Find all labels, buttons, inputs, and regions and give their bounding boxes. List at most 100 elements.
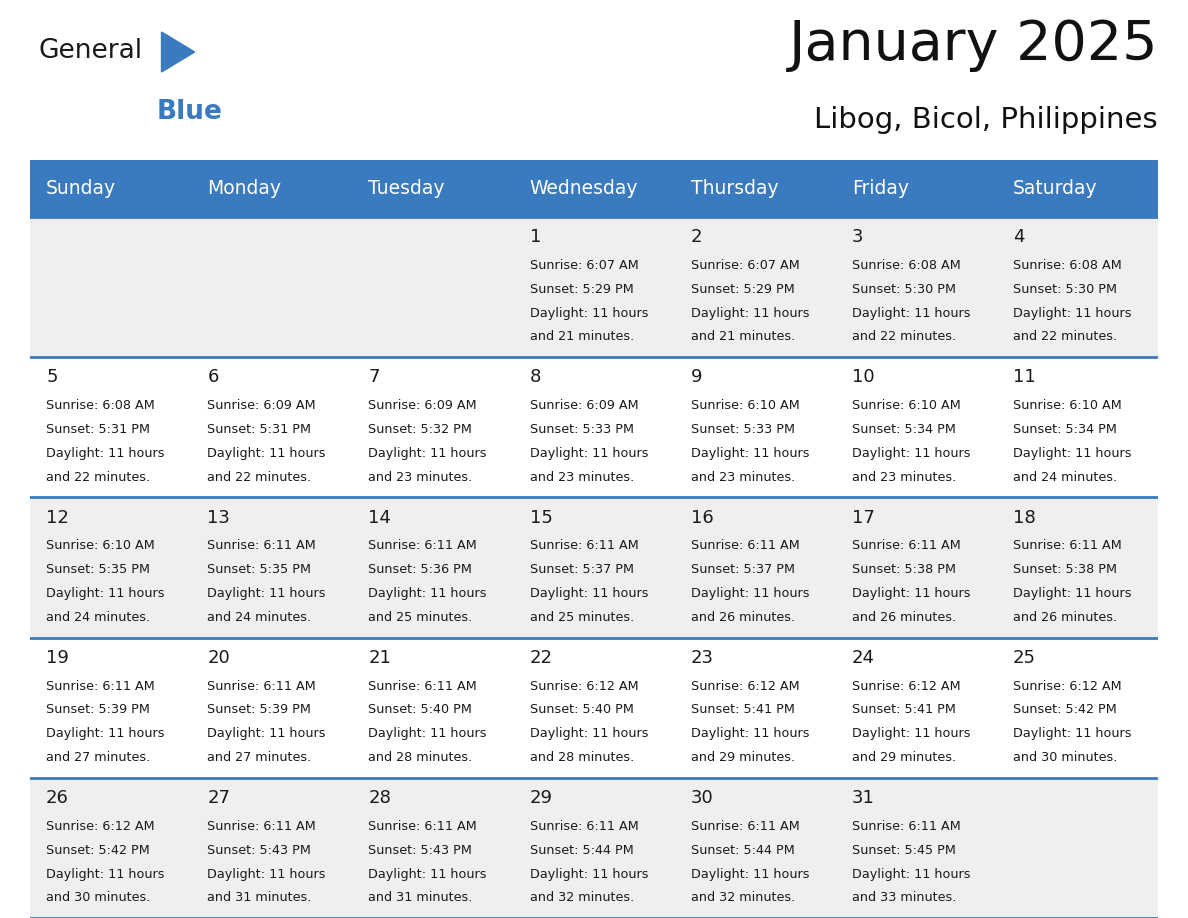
Bar	[30, 357, 1158, 498]
Text: Libog, Bicol, Philippines: Libog, Bicol, Philippines	[815, 106, 1158, 134]
Text: Sunset: 5:40 PM: Sunset: 5:40 PM	[530, 703, 633, 716]
Text: Daylight: 11 hours: Daylight: 11 hours	[1013, 447, 1131, 460]
Text: 28: 28	[368, 789, 391, 807]
Text: 29: 29	[530, 789, 552, 807]
Text: and 22 minutes.: and 22 minutes.	[852, 330, 956, 343]
Text: Sunset: 5:38 PM: Sunset: 5:38 PM	[1013, 564, 1117, 577]
Text: Sunrise: 6:12 AM: Sunrise: 6:12 AM	[46, 820, 154, 833]
Text: and 24 minutes.: and 24 minutes.	[46, 610, 150, 624]
Text: and 26 minutes.: and 26 minutes.	[690, 610, 795, 624]
Text: Sunrise: 6:11 AM: Sunrise: 6:11 AM	[207, 820, 316, 833]
Text: and 28 minutes.: and 28 minutes.	[368, 751, 473, 764]
Text: Sunrise: 6:08 AM: Sunrise: 6:08 AM	[852, 259, 961, 272]
Text: Daylight: 11 hours: Daylight: 11 hours	[1013, 307, 1131, 319]
Text: Sunrise: 6:11 AM: Sunrise: 6:11 AM	[852, 820, 961, 833]
Text: and 25 minutes.: and 25 minutes.	[530, 610, 633, 624]
Text: Sunset: 5:37 PM: Sunset: 5:37 PM	[530, 564, 633, 577]
Text: Sunrise: 6:11 AM: Sunrise: 6:11 AM	[530, 540, 638, 553]
Text: Daylight: 11 hours: Daylight: 11 hours	[46, 727, 165, 740]
Text: Sunset: 5:44 PM: Sunset: 5:44 PM	[690, 844, 795, 856]
Text: Sunset: 5:42 PM: Sunset: 5:42 PM	[1013, 703, 1117, 716]
Text: Daylight: 11 hours: Daylight: 11 hours	[852, 727, 971, 740]
Text: Daylight: 11 hours: Daylight: 11 hours	[530, 727, 647, 740]
Text: 13: 13	[207, 509, 230, 527]
Text: Sunset: 5:31 PM: Sunset: 5:31 PM	[207, 423, 311, 436]
Text: Sunrise: 6:11 AM: Sunrise: 6:11 AM	[690, 540, 800, 553]
Text: 19: 19	[46, 649, 69, 666]
Text: and 24 minutes.: and 24 minutes.	[1013, 471, 1117, 484]
Text: and 22 minutes.: and 22 minutes.	[1013, 330, 1117, 343]
Text: Sunrise: 6:09 AM: Sunrise: 6:09 AM	[368, 399, 478, 412]
Bar	[30, 637, 1158, 778]
Text: 25: 25	[1013, 649, 1036, 666]
Text: 2: 2	[690, 228, 702, 246]
Text: Sunset: 5:34 PM: Sunset: 5:34 PM	[852, 423, 955, 436]
Text: Sunset: 5:30 PM: Sunset: 5:30 PM	[852, 283, 956, 296]
Text: 5: 5	[46, 368, 57, 386]
Text: Daylight: 11 hours: Daylight: 11 hours	[530, 307, 647, 319]
Text: Sunset: 5:30 PM: Sunset: 5:30 PM	[1013, 283, 1117, 296]
Text: and 21 minutes.: and 21 minutes.	[530, 330, 633, 343]
Text: January 2025: January 2025	[789, 17, 1158, 72]
Text: Wednesday: Wednesday	[530, 179, 638, 198]
Text: Daylight: 11 hours: Daylight: 11 hours	[530, 447, 647, 460]
Text: Sunrise: 6:09 AM: Sunrise: 6:09 AM	[530, 399, 638, 412]
Text: Sunset: 5:40 PM: Sunset: 5:40 PM	[368, 703, 473, 716]
Text: Sunrise: 6:12 AM: Sunrise: 6:12 AM	[1013, 679, 1121, 692]
Text: Sunset: 5:34 PM: Sunset: 5:34 PM	[1013, 423, 1117, 436]
Text: 10: 10	[852, 368, 874, 386]
Text: Sunrise: 6:11 AM: Sunrise: 6:11 AM	[368, 820, 478, 833]
Text: Sunrise: 6:12 AM: Sunrise: 6:12 AM	[690, 679, 800, 692]
Text: Sunset: 5:39 PM: Sunset: 5:39 PM	[46, 703, 150, 716]
Text: Daylight: 11 hours: Daylight: 11 hours	[46, 868, 165, 880]
Text: Sunrise: 6:07 AM: Sunrise: 6:07 AM	[530, 259, 638, 272]
Text: Sunset: 5:43 PM: Sunset: 5:43 PM	[368, 844, 473, 856]
Text: Blue: Blue	[156, 99, 222, 125]
Text: 31: 31	[852, 789, 874, 807]
Text: Daylight: 11 hours: Daylight: 11 hours	[1013, 587, 1131, 600]
Text: and 27 minutes.: and 27 minutes.	[46, 751, 151, 764]
Text: Daylight: 11 hours: Daylight: 11 hours	[368, 447, 487, 460]
Text: Sunrise: 6:12 AM: Sunrise: 6:12 AM	[530, 679, 638, 692]
Text: and 30 minutes.: and 30 minutes.	[46, 891, 151, 904]
Text: Sunrise: 6:07 AM: Sunrise: 6:07 AM	[690, 259, 800, 272]
Text: and 23 minutes.: and 23 minutes.	[530, 471, 633, 484]
Text: and 32 minutes.: and 32 minutes.	[690, 891, 795, 904]
Text: General: General	[38, 39, 143, 64]
Text: Sunrise: 6:08 AM: Sunrise: 6:08 AM	[1013, 259, 1121, 272]
Text: Sunday: Sunday	[46, 179, 116, 198]
Text: 7: 7	[368, 368, 380, 386]
Text: Sunrise: 6:11 AM: Sunrise: 6:11 AM	[207, 679, 316, 692]
Text: 3: 3	[852, 228, 864, 246]
Text: Tuesday: Tuesday	[368, 179, 444, 198]
Text: Daylight: 11 hours: Daylight: 11 hours	[852, 868, 971, 880]
Text: Daylight: 11 hours: Daylight: 11 hours	[852, 447, 971, 460]
Text: Sunset: 5:44 PM: Sunset: 5:44 PM	[530, 844, 633, 856]
Text: Sunrise: 6:11 AM: Sunrise: 6:11 AM	[530, 820, 638, 833]
Text: Sunrise: 6:10 AM: Sunrise: 6:10 AM	[46, 540, 154, 553]
Polygon shape	[162, 32, 195, 72]
Text: 20: 20	[207, 649, 230, 666]
Text: 23: 23	[690, 649, 714, 666]
Text: Daylight: 11 hours: Daylight: 11 hours	[690, 307, 809, 319]
Text: Sunrise: 6:08 AM: Sunrise: 6:08 AM	[46, 399, 154, 412]
Text: 11: 11	[1013, 368, 1036, 386]
Text: Sunrise: 6:11 AM: Sunrise: 6:11 AM	[852, 540, 961, 553]
Text: 18: 18	[1013, 509, 1036, 527]
Text: Sunrise: 6:12 AM: Sunrise: 6:12 AM	[852, 679, 960, 692]
Text: Daylight: 11 hours: Daylight: 11 hours	[207, 447, 326, 460]
Text: 12: 12	[46, 509, 69, 527]
Text: and 30 minutes.: and 30 minutes.	[1013, 751, 1118, 764]
Text: Sunrise: 6:11 AM: Sunrise: 6:11 AM	[368, 679, 478, 692]
Text: Sunset: 5:39 PM: Sunset: 5:39 PM	[207, 703, 311, 716]
Text: Daylight: 11 hours: Daylight: 11 hours	[1013, 727, 1131, 740]
Text: 16: 16	[690, 509, 714, 527]
Text: and 21 minutes.: and 21 minutes.	[690, 330, 795, 343]
Text: and 33 minutes.: and 33 minutes.	[852, 891, 956, 904]
Text: Sunset: 5:37 PM: Sunset: 5:37 PM	[690, 564, 795, 577]
Text: Daylight: 11 hours: Daylight: 11 hours	[852, 307, 971, 319]
Text: Sunrise: 6:11 AM: Sunrise: 6:11 AM	[690, 820, 800, 833]
Text: Sunset: 5:41 PM: Sunset: 5:41 PM	[852, 703, 955, 716]
Text: Daylight: 11 hours: Daylight: 11 hours	[690, 868, 809, 880]
Text: and 23 minutes.: and 23 minutes.	[368, 471, 473, 484]
